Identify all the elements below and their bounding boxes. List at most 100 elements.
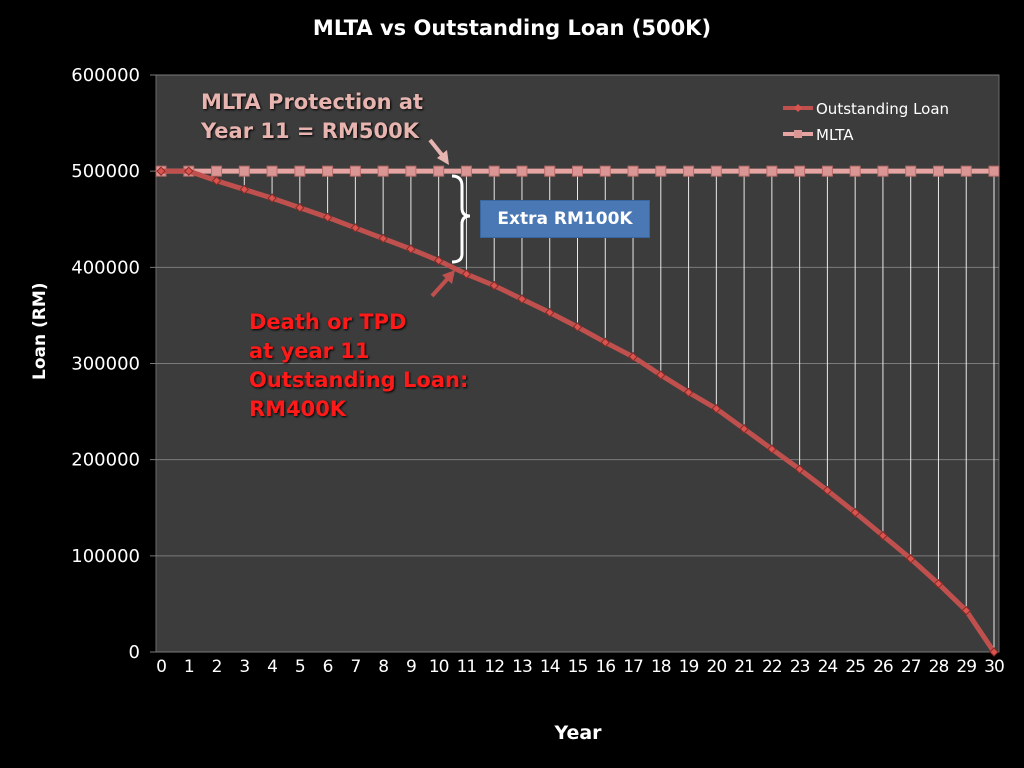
mlta-marker bbox=[655, 165, 667, 177]
outstanding-loan-marker bbox=[350, 223, 361, 233]
brace-icon bbox=[451, 174, 471, 264]
mlta-marker bbox=[544, 165, 556, 177]
outstanding-loan-marker bbox=[600, 337, 610, 348]
outstanding-loan-marker bbox=[989, 647, 999, 657]
x-tick-label: 12 bbox=[484, 657, 504, 677]
x-tick-label: 21 bbox=[734, 657, 754, 677]
outstanding-loan-marker bbox=[489, 280, 499, 291]
x-axis-label: Year bbox=[554, 722, 602, 744]
x-tick-label: 17 bbox=[623, 657, 643, 677]
annotation-line: Outstanding Loan: bbox=[249, 368, 469, 392]
annotation-line: at year 11 bbox=[249, 339, 370, 363]
outstanding-loan-marker bbox=[267, 193, 277, 203]
outstanding-loan-marker bbox=[545, 307, 555, 318]
arrowhead-icon bbox=[442, 270, 455, 284]
mlta-marker bbox=[322, 165, 334, 177]
y-tick-label: 300000 bbox=[71, 354, 140, 375]
x-tick-label: 0 bbox=[156, 657, 166, 677]
x-tick-label: 2 bbox=[212, 657, 222, 677]
mlta-marker bbox=[599, 165, 611, 177]
mlta-marker bbox=[794, 165, 806, 177]
y-tick-label: 0 bbox=[129, 642, 140, 663]
outstanding-loan-marker bbox=[767, 444, 777, 454]
y-tick-label: 400000 bbox=[71, 257, 140, 278]
mlta-marker bbox=[905, 165, 917, 177]
annotation-line: Year 11 = RM500K bbox=[201, 119, 419, 143]
x-tick-label: 1 bbox=[184, 657, 194, 677]
y-tick-label: 200000 bbox=[71, 450, 140, 471]
mlta-marker bbox=[710, 165, 722, 177]
x-tick-label: 29 bbox=[956, 657, 976, 677]
outstanding-loan-marker bbox=[322, 212, 333, 223]
outstanding-loan-marker bbox=[406, 244, 416, 254]
outstanding-loan-marker bbox=[378, 233, 388, 244]
death-tpd-annotation: Death or TPD at year 11 Outstanding Loan… bbox=[249, 308, 468, 424]
legend-marker-mlta bbox=[794, 130, 802, 138]
legend-label-mlta: MLTA bbox=[816, 126, 854, 144]
mlta-marker bbox=[849, 165, 861, 177]
mlta-marker bbox=[877, 165, 889, 177]
outstanding-loan-marker bbox=[156, 166, 166, 176]
outstanding-loan-marker bbox=[961, 605, 971, 616]
x-tick-label: 22 bbox=[762, 657, 782, 677]
mlta-marker bbox=[377, 165, 389, 177]
x-tick-label: 30 bbox=[984, 657, 1004, 677]
mlta-marker bbox=[516, 165, 528, 177]
x-tick-label: 18 bbox=[651, 657, 671, 677]
mlta-marker bbox=[627, 165, 639, 177]
x-tick-label: 26 bbox=[873, 657, 893, 677]
mlta-marker bbox=[211, 165, 223, 177]
x-tick-label: 8 bbox=[378, 657, 388, 677]
mlta-marker bbox=[960, 165, 972, 177]
x-tick-label: 5 bbox=[295, 657, 305, 677]
outstanding-loan-marker bbox=[794, 464, 805, 474]
mlta-marker bbox=[238, 165, 250, 177]
outstanding-loan-marker bbox=[295, 203, 305, 213]
mlta-marker bbox=[460, 165, 472, 177]
outstanding-loan-marker bbox=[184, 166, 194, 176]
outstanding-loan-marker bbox=[878, 530, 888, 541]
x-tick-label: 20 bbox=[707, 657, 727, 677]
mlta-marker bbox=[683, 165, 695, 177]
outstanding-loan-marker bbox=[711, 403, 722, 414]
mlta-marker bbox=[349, 165, 361, 177]
chart-title: MLTA vs Outstanding Loan (500K) bbox=[312, 16, 712, 40]
y-tick-label: 500000 bbox=[71, 161, 140, 182]
x-tick-label: 16 bbox=[595, 657, 615, 677]
x-tick-label: 10 bbox=[429, 657, 449, 677]
x-tick-label: 24 bbox=[818, 657, 838, 677]
outstanding-loan-marker bbox=[933, 579, 944, 589]
extra-coverage-label: Extra RM100K bbox=[480, 200, 650, 238]
mlta-marker bbox=[572, 165, 583, 177]
mlta-protection-annotation: MLTA Protection at Year 11 = RM500K bbox=[201, 88, 423, 146]
x-tick-label: 14 bbox=[540, 657, 560, 677]
x-tick-label: 13 bbox=[512, 657, 532, 677]
outstanding-loan-marker bbox=[628, 352, 638, 362]
mlta-marker bbox=[988, 165, 1000, 177]
outstanding-loan-marker bbox=[850, 507, 860, 518]
x-tick-label: 25 bbox=[845, 657, 865, 677]
x-tick-label: 7 bbox=[350, 657, 360, 677]
outstanding-loan-marker bbox=[739, 424, 749, 434]
mlta-marker bbox=[294, 165, 306, 177]
outstanding-loan-marker bbox=[211, 176, 222, 186]
outstanding-loan-marker bbox=[572, 322, 583, 332]
x-tick-label: 23 bbox=[790, 657, 810, 677]
outstanding-loan-marker bbox=[433, 255, 444, 266]
x-tick-label: 3 bbox=[239, 657, 249, 677]
annotation-line: RM400K bbox=[249, 397, 347, 421]
outstanding-loan-marker bbox=[517, 294, 527, 304]
legend-marker-outstanding-loan bbox=[794, 104, 802, 112]
legend-label-outstanding-loan: Outstanding Loan bbox=[816, 100, 949, 118]
annotation-line: MLTA Protection at bbox=[201, 90, 424, 114]
mlta-marker bbox=[405, 165, 417, 177]
x-tick-label: 15 bbox=[568, 657, 588, 677]
x-tick-label: 19 bbox=[679, 657, 699, 677]
x-tick-label: 27 bbox=[901, 657, 921, 677]
mlta-marker bbox=[266, 165, 278, 177]
outstanding-loan-marker bbox=[461, 269, 472, 279]
mlta-marker bbox=[433, 165, 445, 177]
outstanding-loan-marker bbox=[239, 184, 250, 195]
mlta-marker bbox=[766, 165, 778, 177]
y-tick-label: 600000 bbox=[71, 65, 140, 86]
